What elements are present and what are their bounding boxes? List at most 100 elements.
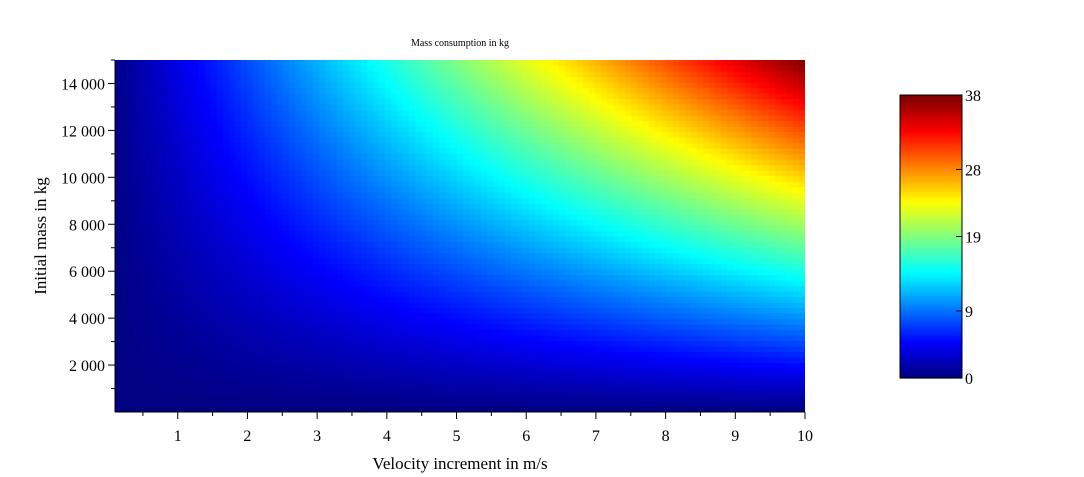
heatmap-cell	[193, 186, 200, 193]
heatmap-cell	[151, 313, 158, 320]
heatmap-cell	[535, 252, 542, 259]
heatmap-cell	[427, 406, 434, 412]
heatmap-cell	[541, 87, 548, 94]
heatmap-cell	[517, 175, 524, 182]
heatmap-cell	[571, 406, 578, 412]
heatmap-cell	[313, 324, 320, 331]
heatmap-cell	[193, 192, 200, 199]
heatmap-cell	[121, 131, 128, 138]
heatmap-cell	[529, 219, 536, 226]
heatmap-cell	[577, 247, 584, 254]
heatmap-cell	[163, 142, 170, 149]
heatmap-cell	[541, 131, 548, 138]
heatmap-cell	[541, 109, 548, 116]
heatmap-cell	[229, 76, 236, 83]
heatmap-cell	[493, 120, 500, 127]
heatmap-cell	[301, 401, 308, 408]
heatmap-cell	[205, 280, 212, 287]
heatmap-cell	[415, 230, 422, 237]
heatmap-cell	[235, 104, 242, 111]
heatmap-cell	[301, 390, 308, 397]
heatmap-cell	[373, 153, 380, 160]
heatmap-cell	[433, 137, 440, 144]
heatmap-cell	[511, 170, 518, 177]
heatmap-cell	[127, 87, 134, 94]
heatmap-cell	[157, 159, 164, 166]
heatmap-cell	[115, 346, 122, 353]
heatmap-cell	[259, 65, 266, 72]
heatmap-cell	[439, 76, 446, 83]
heatmap-cell	[133, 186, 140, 193]
heatmap-cell	[499, 280, 506, 287]
heatmap-cell	[301, 274, 308, 281]
heatmap-cell	[223, 252, 230, 259]
heatmap-cell	[193, 115, 200, 122]
heatmap-cell	[481, 82, 488, 89]
heatmap-cell	[211, 269, 218, 276]
heatmap-cell	[187, 318, 194, 325]
heatmap-cell	[529, 197, 536, 204]
heatmap-cell	[229, 93, 236, 100]
heatmap-cell	[379, 302, 386, 309]
heatmap-cell	[313, 340, 320, 347]
heatmap-cell	[505, 87, 512, 94]
heatmap-cell	[553, 296, 560, 303]
heatmap-cell	[235, 214, 242, 221]
heatmap-cell	[295, 65, 302, 72]
heatmap-cell	[487, 346, 494, 353]
heatmap-cell	[535, 291, 542, 298]
heatmap-cell	[169, 131, 176, 138]
heatmap-cell	[481, 401, 488, 408]
heatmap-cell	[229, 71, 236, 78]
heatmap-cell	[517, 368, 524, 375]
heatmap-cell	[121, 357, 128, 364]
heatmap-cell	[553, 269, 560, 276]
heatmap-cell	[571, 252, 578, 259]
heatmap-cell	[127, 263, 134, 270]
heatmap-cell	[541, 142, 548, 149]
heatmap-cell	[271, 164, 278, 171]
heatmap-cell	[139, 241, 146, 248]
heatmap-cell	[295, 93, 302, 100]
heatmap-cell	[445, 357, 452, 364]
heatmap-cell	[349, 379, 356, 386]
heatmap-cell	[331, 340, 338, 347]
heatmap-cell	[385, 153, 392, 160]
heatmap-cell	[139, 362, 146, 369]
heatmap-cell	[289, 390, 296, 397]
heatmap-cell	[439, 181, 446, 188]
heatmap-cell	[259, 76, 266, 83]
heatmap-cell	[313, 137, 320, 144]
heatmap-cell	[415, 87, 422, 94]
heatmap-cell	[397, 82, 404, 89]
heatmap-cell	[571, 65, 578, 72]
heatmap-cell	[391, 247, 398, 254]
heatmap-cell	[523, 296, 530, 303]
heatmap-cell	[451, 236, 458, 243]
heatmap-cell	[199, 76, 206, 83]
heatmap-cell	[379, 241, 386, 248]
heatmap-cell	[391, 65, 398, 72]
heatmap-cell	[379, 87, 386, 94]
heatmap-cell	[451, 318, 458, 325]
heatmap-cell	[235, 71, 242, 78]
heatmap-cell	[115, 175, 122, 182]
heatmap-cell	[493, 126, 500, 133]
heatmap-cell	[271, 87, 278, 94]
heatmap-cell	[271, 401, 278, 408]
heatmap-cell	[139, 236, 146, 243]
heatmap-cell	[481, 241, 488, 248]
heatmap-cell	[565, 170, 572, 177]
heatmap-cell	[427, 142, 434, 149]
heatmap-cell	[415, 368, 422, 375]
heatmap-cell	[505, 351, 512, 358]
heatmap-cell	[487, 379, 494, 386]
heatmap-cell	[559, 142, 566, 149]
heatmap-cell	[193, 126, 200, 133]
heatmap-cell	[235, 351, 242, 358]
heatmap-cell	[301, 186, 308, 193]
heatmap-cell	[163, 164, 170, 171]
heatmap-cell	[289, 142, 296, 149]
heatmap-cell	[139, 225, 146, 232]
heatmap-cell	[451, 313, 458, 320]
